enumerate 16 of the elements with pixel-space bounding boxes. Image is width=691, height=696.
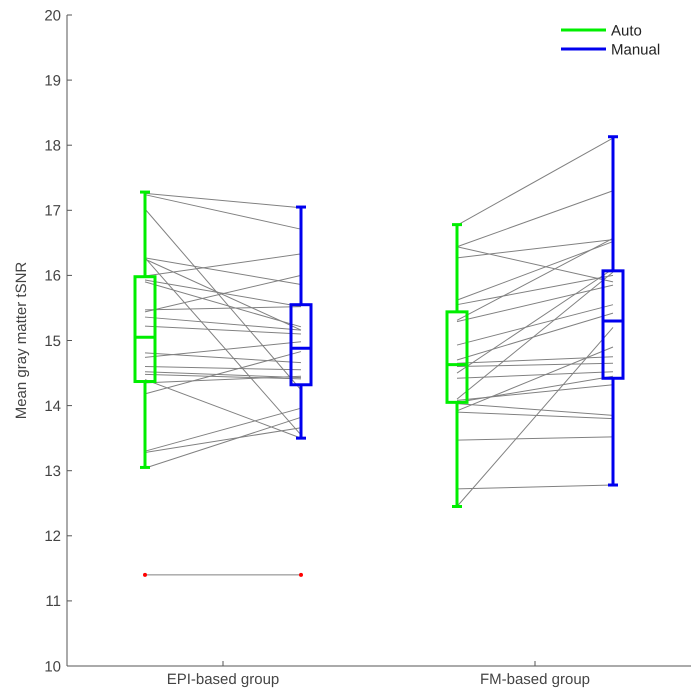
y-tick-label: 17 — [44, 202, 61, 220]
y-tick-label: 19 — [44, 72, 61, 90]
y-tick-label: 12 — [44, 528, 61, 546]
y-axis-title: Mean gray matter tSNR — [13, 262, 30, 420]
y-tick-label: 20 — [44, 7, 61, 24]
y-tick-label: 15 — [44, 332, 61, 350]
legend-label: Auto — [611, 22, 642, 40]
y-tick-label: 16 — [44, 268, 61, 285]
text: EPI-based group — [166, 671, 280, 688]
y-tick-label: 11 — [45, 593, 61, 610]
y-tick-label: 10 — [44, 658, 61, 676]
y-tick-label: 13 — [44, 462, 61, 480]
y-tick-label: 18 — [44, 137, 61, 154]
text: FM-based group — [480, 671, 590, 688]
legend-label: Manual — [611, 41, 660, 58]
y-tick-label: 14 — [44, 398, 61, 415]
